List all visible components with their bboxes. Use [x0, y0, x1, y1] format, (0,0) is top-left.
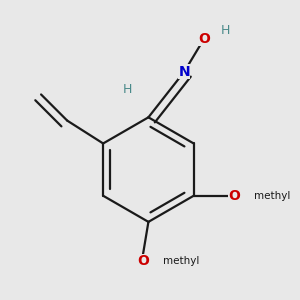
Text: N: N — [178, 64, 190, 79]
Text: methyl: methyl — [163, 256, 200, 266]
Text: O: O — [229, 189, 241, 203]
Text: H: H — [220, 24, 230, 37]
Text: O: O — [198, 32, 210, 46]
Text: O: O — [138, 254, 149, 268]
Text: H: H — [122, 83, 132, 96]
Text: methyl: methyl — [254, 191, 290, 201]
